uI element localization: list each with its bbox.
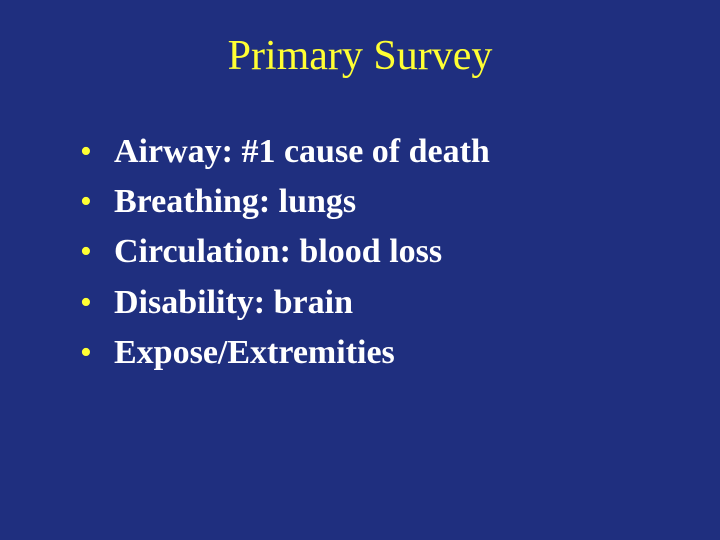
- list-item: • Expose/Extremities: [80, 331, 660, 375]
- slide-title: Primary Survey: [0, 32, 720, 80]
- bullet-marker-icon: •: [80, 331, 114, 375]
- bullet-marker-icon: •: [80, 130, 114, 174]
- bullet-marker-icon: •: [80, 230, 114, 274]
- list-item: • Circulation: blood loss: [80, 230, 660, 274]
- bullet-text: Airway: #1 cause of death: [114, 130, 490, 174]
- bullet-text: Expose/Extremities: [114, 331, 395, 375]
- list-item: • Airway: #1 cause of death: [80, 130, 660, 174]
- bullet-text: Disability: brain: [114, 281, 353, 325]
- list-item: • Breathing: lungs: [80, 180, 660, 224]
- bullet-text: Breathing: lungs: [114, 180, 356, 224]
- list-item: • Disability: brain: [80, 281, 660, 325]
- bullet-text: Circulation: blood loss: [114, 230, 442, 274]
- bullet-marker-icon: •: [80, 180, 114, 224]
- bullet-marker-icon: •: [80, 281, 114, 325]
- bullet-list: • Airway: #1 cause of death • Breathing:…: [80, 130, 660, 381]
